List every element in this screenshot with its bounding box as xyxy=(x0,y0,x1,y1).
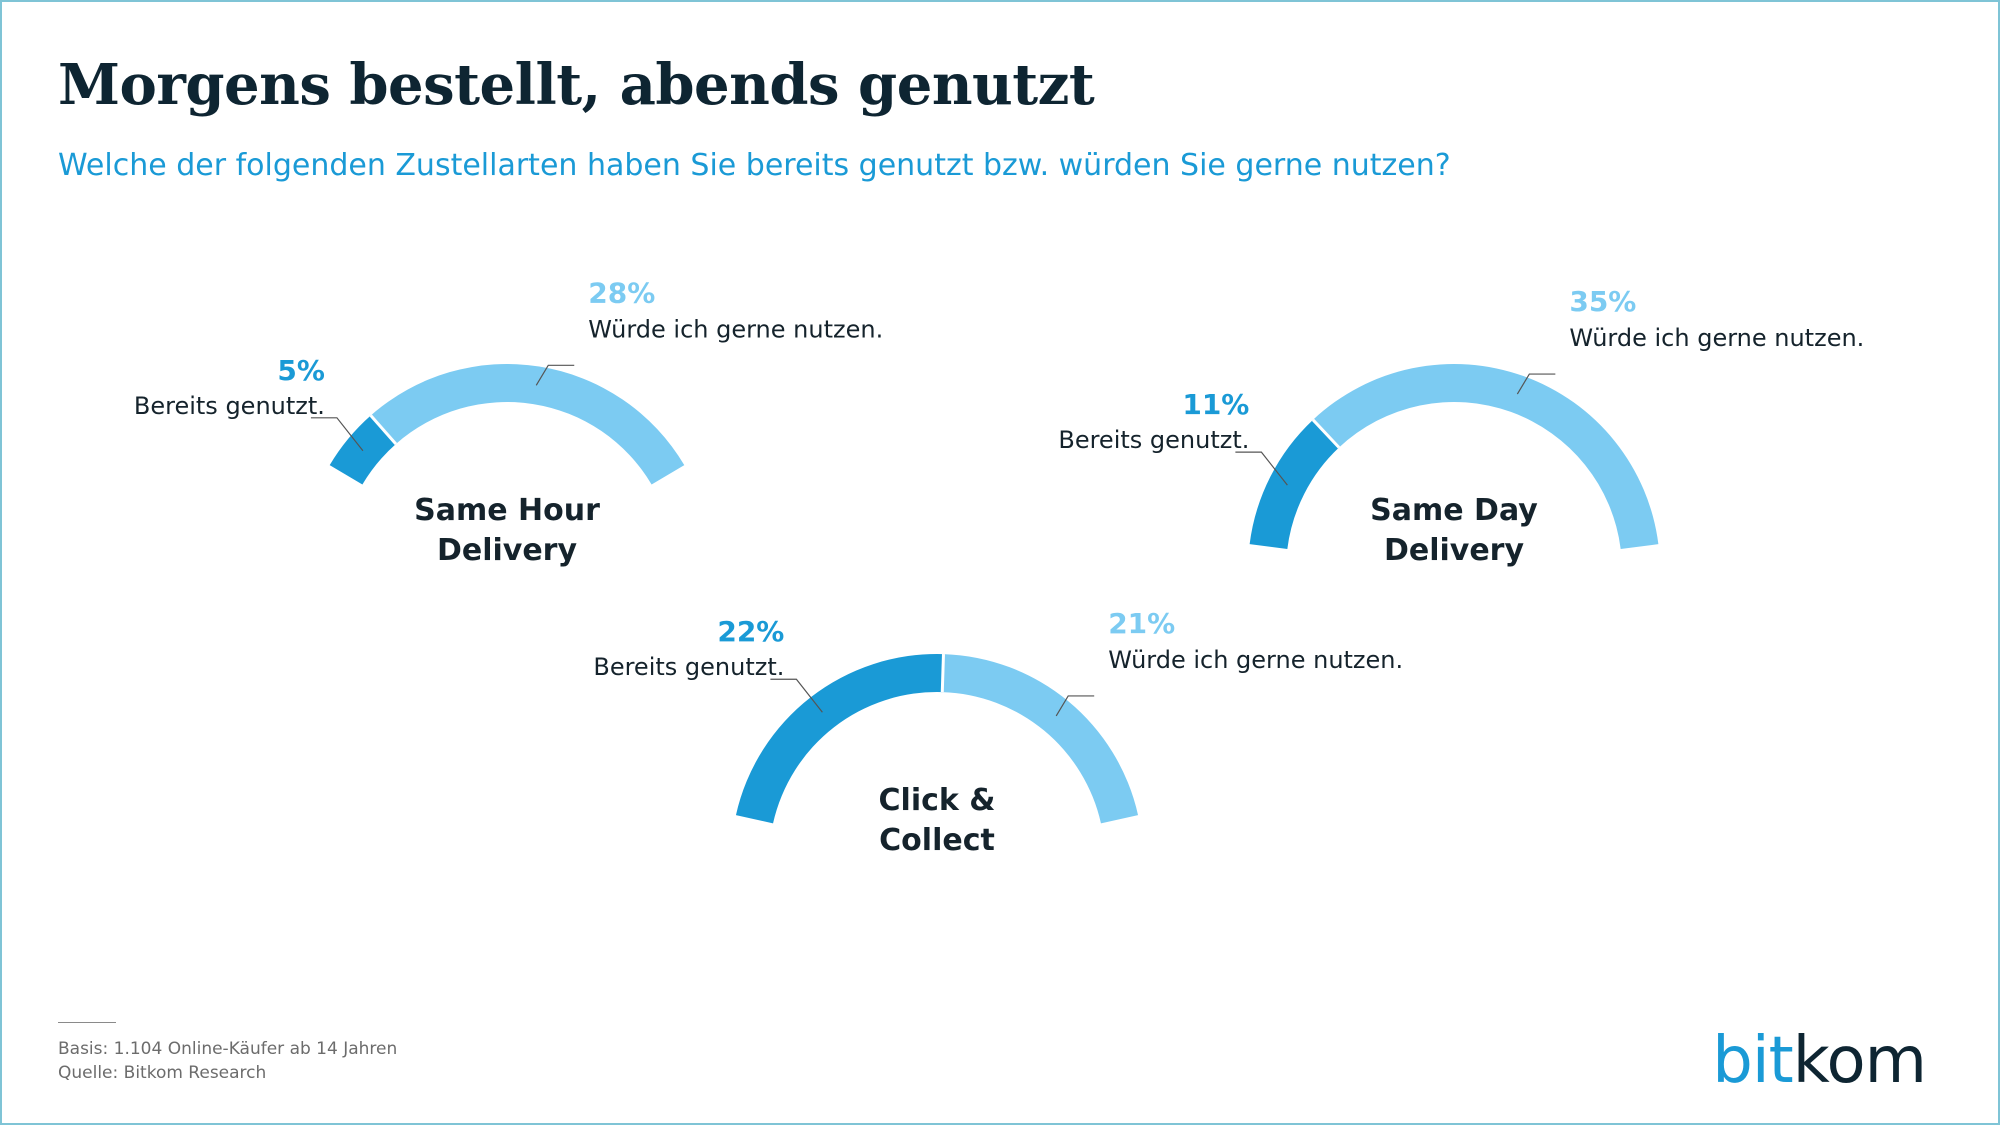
pct-click-collect-used: 22% xyxy=(717,615,784,648)
leader-same-hour-used xyxy=(310,417,364,452)
leader-click-collect-would-use xyxy=(1055,695,1095,717)
pct-same-hour-would-use: 28% xyxy=(588,276,655,309)
pct-same-hour-used: 5% xyxy=(277,354,325,387)
arc-same-day-separator xyxy=(1311,418,1341,449)
category-same-day-line1: Same Day xyxy=(1370,493,1538,528)
category-click-collect-line1: Click & xyxy=(879,783,996,818)
arc-same-day-would-use xyxy=(1312,364,1659,549)
category-same-hour-line2: Delivery xyxy=(437,533,578,568)
pct-same-day-would-use: 35% xyxy=(1569,285,1636,318)
footer-divider xyxy=(58,1022,116,1023)
leader-same-day-used xyxy=(1235,451,1288,486)
label-same-hour-used: Bereits genutzt. xyxy=(134,392,325,420)
label-same-day-would-use: Würde ich gerne nutzen. xyxy=(1569,324,1864,352)
logo-part-bit: bit xyxy=(1712,1024,1793,1098)
arc-click-collect-would-use xyxy=(942,654,1139,824)
category-click-collect-line2: Collect xyxy=(879,823,995,858)
footer-basis: Basis: 1.104 Online-Käufer ab 14 Jahren xyxy=(58,1039,398,1059)
pct-click-collect-would-use: 21% xyxy=(1108,607,1175,640)
category-same-day-line2: Delivery xyxy=(1384,533,1525,568)
arc-same-hour-would-use xyxy=(370,364,685,485)
arc-same-hour-separator xyxy=(369,414,398,445)
arc-click-collect-separator xyxy=(940,654,945,693)
leader-click-collect-used xyxy=(770,678,823,713)
page-subtitle: Welche der folgenden Zustellarten haben … xyxy=(58,148,1451,183)
logo-part-kom: kom xyxy=(1792,1024,1927,1098)
label-click-collect-used: Bereits genutzt. xyxy=(593,653,784,681)
leader-same-day-would-use xyxy=(1516,373,1556,395)
footer-source: Quelle: Bitkom Research xyxy=(58,1063,267,1083)
label-same-hour-would-use: Würde ich gerne nutzen. xyxy=(588,315,883,343)
category-same-hour-line1: Same Hour xyxy=(414,493,600,528)
pct-same-day-used: 11% xyxy=(1182,388,1249,421)
leader-same-hour-would-use xyxy=(535,364,575,386)
arc-click-collect-used xyxy=(735,654,944,824)
page-title: Morgens bestellt, abends genutzt xyxy=(58,52,1095,118)
bitkom-logo: bitkom xyxy=(1712,1024,1927,1098)
label-click-collect-would-use: Würde ich gerne nutzen. xyxy=(1108,646,1403,674)
label-same-day-used: Bereits genutzt. xyxy=(1058,426,1249,454)
arc-same-day-used xyxy=(1249,419,1339,549)
